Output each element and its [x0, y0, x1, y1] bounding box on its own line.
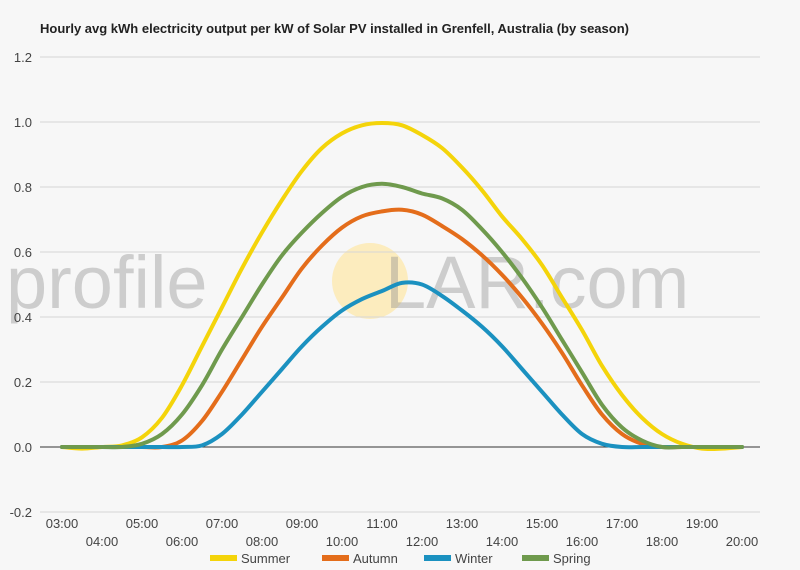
x-tick-label: 10:00	[326, 534, 359, 549]
series-line-spring	[60, 181, 744, 450]
y-tick-label: 0.4	[14, 310, 32, 325]
legend-item-spring[interactable]: Spring	[522, 551, 591, 566]
x-tick-label: 04:00	[86, 534, 119, 549]
x-tick-label: 12:00	[406, 534, 439, 549]
x-tick-label: 05:00	[126, 516, 159, 531]
watermark-left-text: profile	[6, 241, 208, 324]
x-tick-label: 08:00	[246, 534, 279, 549]
legend[interactable]: Summer Autumn Winter Spring	[210, 551, 591, 566]
legend-item-summer[interactable]: Summer	[210, 551, 291, 566]
x-tick-label: 06:00	[166, 534, 199, 549]
x-tick-label: 07:00	[206, 516, 239, 531]
legend-swatch	[522, 555, 549, 561]
legend-item-autumn[interactable]: Autumn	[322, 551, 398, 566]
legend-swatch	[322, 555, 349, 561]
y-tick-label: 0.6	[14, 245, 32, 260]
x-tick-label: 18:00	[646, 534, 679, 549]
x-axis-ticks: 03:00 05:00 07:00 09:00 11:00 13:00 15:00 17:00…	[46, 516, 759, 549]
legend-swatch	[424, 555, 451, 561]
watermark: profile LAR.com	[6, 241, 689, 324]
legend-label: Winter	[455, 551, 493, 566]
legend-item-winter[interactable]: Winter	[424, 551, 493, 566]
watermark-sun	[332, 243, 408, 319]
legend-label: Spring	[553, 551, 591, 566]
legend-label: Autumn	[353, 551, 398, 566]
y-tick-label: 0.8	[14, 180, 32, 195]
y-axis-ticks: 1.2 1.0 0.8 0.6 0.4 0.2 0.0 -0.2	[10, 50, 32, 520]
series-lines	[60, 121, 744, 452]
x-tick-label: 19:00	[686, 516, 719, 531]
y-tick-label: 1.2	[14, 50, 32, 65]
x-tick-label: 14:00	[486, 534, 519, 549]
x-tick-label: 13:00	[446, 516, 479, 531]
y-tick-label: 1.0	[14, 115, 32, 130]
x-tick-label: 17:00	[606, 516, 639, 531]
legend-label: Summer	[241, 551, 291, 566]
x-tick-label: 15:00	[526, 516, 559, 531]
series-line-summer	[60, 121, 744, 452]
y-tick-label: 0.0	[14, 440, 32, 455]
x-tick-label: 16:00	[566, 534, 599, 549]
y-tick-label: 0.2	[14, 375, 32, 390]
x-tick-label: 03:00	[46, 516, 79, 531]
x-tick-label: 11:00	[366, 516, 398, 531]
series-line-winter	[60, 280, 744, 450]
series-line-autumn	[60, 207, 744, 450]
x-tick-label: 09:00	[286, 516, 319, 531]
x-tick-label: 20:00	[726, 534, 759, 549]
y-tick-label: -0.2	[10, 505, 32, 520]
legend-swatch	[210, 555, 237, 561]
chart-title: Hourly avg kWh electricity output per kW…	[40, 21, 629, 36]
watermark-right-text: LAR.com	[385, 241, 689, 324]
